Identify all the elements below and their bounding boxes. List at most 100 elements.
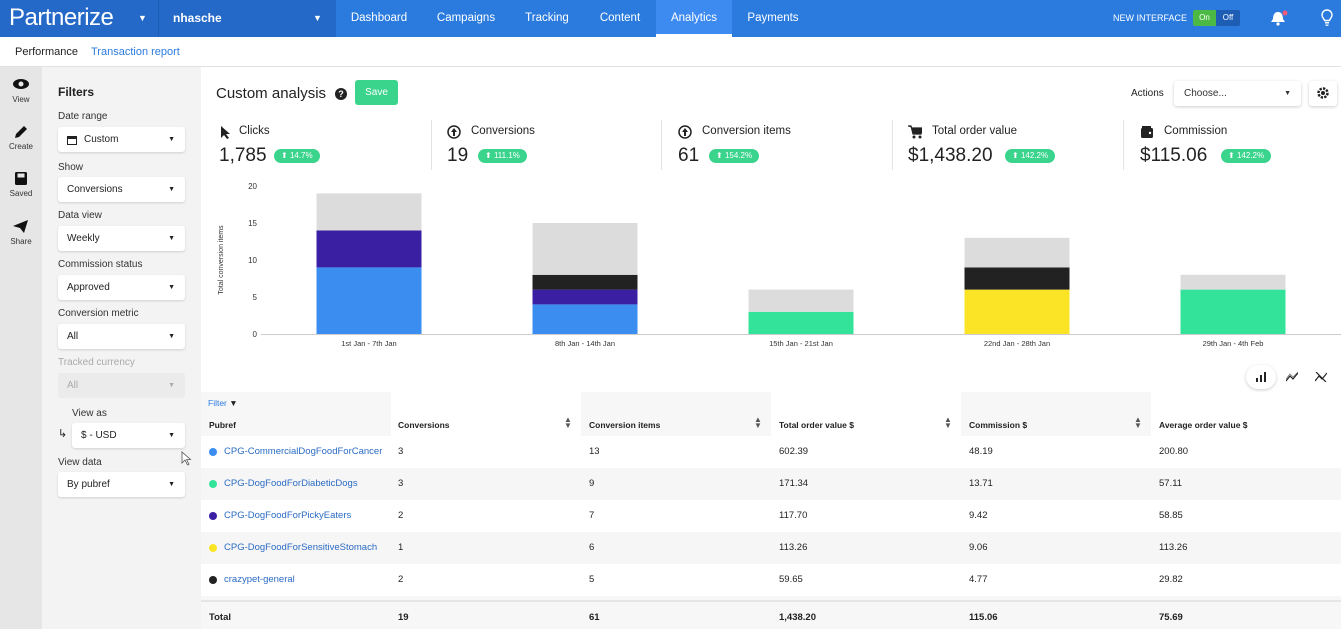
hide-chart-toggle[interactable]: [1306, 365, 1336, 389]
rail-view[interactable]: View: [0, 77, 42, 104]
nav-payments[interactable]: Payments: [747, 12, 799, 24]
page-title: Custom analysis: [216, 85, 327, 102]
nav-campaigns[interactable]: Campaigns: [436, 12, 496, 24]
conversion-metric-label: Conversion metric: [58, 308, 139, 319]
rail-share[interactable]: Share: [0, 219, 42, 246]
nav-analytics[interactable]: Analytics: [656, 0, 732, 37]
col-header-average-order-value[interactable]: Average order value $: [1159, 420, 1248, 430]
rail-saved[interactable]: Saved: [0, 171, 42, 198]
sort-icon[interactable]: ▲ ▼: [564, 415, 572, 430]
pubref-link[interactable]: CPG-DogFoodForSensitiveStomach: [224, 542, 378, 553]
table-row: CPG-CommercialDogFoodForCancer 3 13 602.…: [201, 436, 1341, 468]
series-color-dot: [209, 544, 217, 552]
gear-icon: [1317, 87, 1329, 99]
rail-create[interactable]: Create: [0, 124, 42, 151]
new-interface-label: NEW INTERFACE: [1113, 13, 1188, 23]
save-button[interactable]: Save: [355, 80, 398, 105]
actions-label: Actions: [1131, 88, 1164, 99]
rail-label: Share: [10, 237, 32, 246]
kpi-clicks: Clicks 1,785 ⬆ 14.7%: [219, 120, 450, 175]
kpi-conversions: Conversions 19 ⬆ 111.1%: [447, 120, 678, 175]
sort-icon[interactable]: ▲ ▼: [944, 415, 952, 430]
col-header-total-order-value[interactable]: Total order value $: [779, 420, 854, 430]
date-range-select[interactable]: Custom ▼: [58, 127, 185, 152]
col-header-conversions[interactable]: Conversions: [398, 420, 450, 430]
x-tick-label: 29th Jan - 4th Feb: [1203, 339, 1264, 348]
show-select[interactable]: Conversions ▼: [58, 177, 185, 202]
kpi-divider: [431, 120, 432, 170]
bar-segment: [532, 304, 638, 334]
caret-down-icon: ▼: [168, 432, 175, 439]
actions-select[interactable]: Choose... ▼: [1174, 81, 1301, 106]
sort-icon[interactable]: ▲ ▼: [754, 415, 762, 430]
pubref-link[interactable]: CPG-DogFoodForPickyEaters: [224, 510, 352, 521]
table-total-row: Total 19 61 1,438.20 115.06 75.69: [201, 600, 1341, 629]
bar-segment: [1180, 289, 1286, 334]
brand-switcher[interactable]: Partnerize ▼: [0, 0, 158, 37]
kpi-label: Clicks: [239, 125, 270, 137]
nav-dashboard[interactable]: Dashboard: [350, 12, 408, 24]
tab-transaction-report[interactable]: Transaction report: [91, 46, 180, 58]
kpi-change-badge: ⬆ 14.7%: [274, 149, 320, 163]
filter-link[interactable]: Filter ▼: [208, 398, 238, 408]
mouse-cursor-icon: [181, 451, 192, 466]
table-row: CPG-DogFoodForPickyEaters 2 7 117.70 9.4…: [201, 500, 1341, 532]
kpi-commission: Commission $115.06 ⬆ 142.2%: [1140, 120, 1341, 175]
bar-chart-toggle[interactable]: [1246, 365, 1276, 389]
return-arrow-icon: ↳: [58, 428, 68, 440]
nav-content[interactable]: Content: [599, 12, 641, 24]
bell-icon[interactable]: [1270, 10, 1288, 26]
kpi-value: 1,785: [219, 145, 267, 166]
view-data-select[interactable]: By pubref ▼: [58, 472, 185, 497]
col-header-commission[interactable]: Commission $: [969, 420, 1028, 430]
date-range-label: Date range: [58, 111, 108, 122]
view-as-label: View as: [72, 408, 107, 419]
lightbulb-icon[interactable]: [1321, 9, 1333, 27]
commission-status-select[interactable]: Approved ▼: [58, 275, 185, 300]
tab-performance[interactable]: Performance: [15, 46, 78, 58]
settings-button[interactable]: [1309, 81, 1337, 106]
toggle-on[interactable]: On: [1193, 10, 1216, 26]
kpi-divider: [892, 120, 893, 170]
pencil-icon: [15, 126, 27, 138]
kpi-label: Total order value: [932, 125, 1018, 137]
line-chart-icon: [1285, 371, 1299, 382]
caret-down-icon: ▼: [168, 333, 175, 340]
col-header-conversion-items[interactable]: Conversion items: [589, 420, 661, 430]
table-row: crazypet-general 2 5 59.65 4.77 29.82: [201, 564, 1341, 596]
bar-segment: [532, 274, 638, 290]
kpi-label: Conversion items: [702, 125, 791, 137]
series-color-dot: [209, 448, 217, 456]
col-header-pubref[interactable]: Pubref: [209, 420, 236, 430]
bar-segment: [964, 267, 1070, 290]
commission-status-label: Commission status: [58, 259, 143, 270]
top-navbar: Partnerize ▼ nhasche ▼ Dashboard Campaig…: [0, 0, 1341, 37]
line-chart-toggle[interactable]: [1277, 365, 1307, 389]
tracked-currency-select: All ▼: [58, 373, 185, 398]
kpi-change-badge: ⬆ 111.1%: [478, 149, 527, 163]
data-view-select[interactable]: Weekly ▼: [58, 226, 185, 251]
sort-icon[interactable]: ▲ ▼: [1134, 415, 1142, 430]
toggle-off[interactable]: Off: [1216, 10, 1240, 26]
chevron-down-icon: ▼: [138, 13, 147, 23]
view-as-select[interactable]: $ - USD ▼: [72, 423, 185, 448]
help-icon[interactable]: ?: [335, 88, 347, 100]
user-name: nhasche: [173, 11, 222, 25]
caret-down-icon: ▼: [1284, 90, 1291, 97]
pubref-link[interactable]: CPG-DogFoodForDiabeticDogs: [224, 478, 358, 489]
cursor-icon: [221, 126, 230, 139]
pubref-link[interactable]: CPG-CommercialDogFoodForCancer: [224, 446, 383, 457]
series-color-dot: [209, 512, 217, 520]
user-switcher[interactable]: nhasche ▼: [158, 0, 336, 37]
nav-tracking[interactable]: Tracking: [525, 12, 569, 24]
bar-segment: [532, 289, 638, 305]
conversion-metric-select[interactable]: All ▼: [58, 324, 185, 349]
hidden-chart-icon: [1314, 371, 1328, 383]
pubref-link[interactable]: crazypet-general: [224, 574, 295, 585]
table-row: CPG-DogFoodForDiabeticDogs 3 9 171.34 13…: [201, 468, 1341, 500]
cart-icon: [908, 125, 922, 139]
show-label: Show: [58, 162, 84, 173]
kpi-change-badge: ⬆ 154.2%: [709, 149, 760, 163]
header-cell-bg: [1151, 392, 1341, 440]
arrow-circle-icon: [447, 125, 461, 139]
